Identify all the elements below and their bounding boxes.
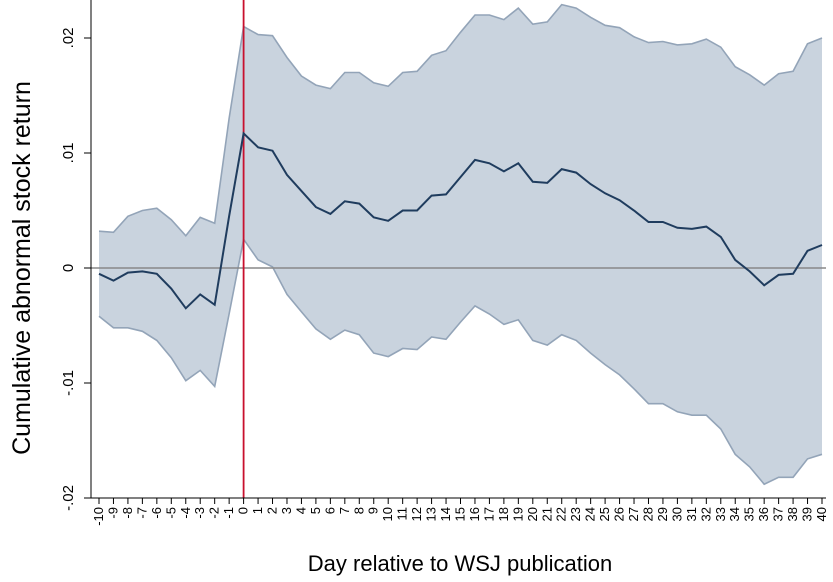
x-tick-label: 24 — [583, 507, 598, 521]
x-tick-label: 21 — [539, 507, 554, 521]
x-tick-label: 15 — [453, 507, 468, 521]
confidence-band — [99, 4, 822, 485]
x-tick-label: -3 — [192, 507, 207, 519]
x-tick-label: -2 — [207, 507, 222, 519]
x-tick-label: 11 — [395, 507, 410, 521]
x-tick-label: 31 — [684, 507, 699, 521]
x-tick-label: 36 — [756, 507, 771, 521]
x-tick-label: -4 — [178, 507, 193, 519]
upper-bound-line — [98, 3, 823, 238]
y-tick-label: .02 — [60, 28, 77, 49]
y-ticks: -.02 -.01 0 .01 .02 — [60, 28, 91, 511]
x-tick-label: -9 — [105, 507, 120, 519]
lower-bound-line — [98, 237, 823, 486]
x-tick-label: 29 — [655, 507, 670, 521]
x-tick-label: -8 — [120, 507, 135, 519]
x-tick-label: 23 — [568, 507, 583, 521]
x-tick-label: 4 — [293, 507, 308, 514]
x-tick-label: 39 — [800, 507, 815, 521]
x-tick-label: 26 — [612, 507, 627, 521]
x-tick-label: 3 — [279, 507, 294, 514]
x-tick-label: 35 — [742, 507, 757, 521]
x-tick-label: 33 — [713, 507, 728, 521]
x-tick-label: 28 — [640, 507, 655, 521]
x-tick-label: 10 — [380, 507, 395, 521]
x-tick-label: 12 — [409, 507, 424, 521]
x-tick-label: 2 — [265, 507, 280, 514]
x-tick-label: 20 — [525, 507, 540, 521]
x-tick-label: 7 — [337, 507, 352, 514]
x-tick-label: -1 — [221, 507, 236, 519]
x-tick-label: 9 — [366, 507, 381, 514]
x-tick-label: 5 — [308, 507, 323, 514]
x-tick-label: 37 — [771, 507, 786, 521]
y-axis-title: Cumulative abnormal stock return — [8, 81, 36, 455]
y-tick-label: -.02 — [60, 485, 77, 511]
x-tick-label: 27 — [626, 507, 641, 521]
x-tick-label: 13 — [424, 507, 439, 521]
x-tick-label: 22 — [554, 507, 569, 521]
x-tick-label: 30 — [669, 507, 684, 521]
x-tick-label: 1 — [250, 507, 265, 514]
x-ticks: -10 -9 -8 -7 -6 -5 -4 -3 -2 -1 0 1 2 3 4 5 6 7 8 9 10 11 12 13 1… — [91, 498, 829, 526]
x-tick-label: -6 — [149, 507, 164, 519]
x-tick-label: 6 — [322, 507, 337, 514]
y-tick-label: 0 — [60, 264, 77, 272]
x-tick-label: -10 — [91, 507, 106, 526]
x-tick-label: 40 — [814, 507, 829, 521]
y-tick-label: .01 — [60, 143, 77, 164]
x-tick-label: 8 — [351, 507, 366, 514]
x-tick-label: 16 — [467, 507, 482, 521]
x-tick-label: 25 — [597, 507, 612, 521]
x-tick-label: 17 — [481, 507, 496, 521]
axes — [90, 0, 826, 499]
x-tick-label: 38 — [785, 507, 800, 521]
x-tick-label: 14 — [438, 507, 453, 521]
x-tick-label: 34 — [727, 507, 742, 521]
plot-area — [91, 0, 826, 498]
x-tick-label: -7 — [134, 507, 149, 519]
x-tick-label: 0 — [236, 507, 251, 514]
y-tick-label: -.01 — [60, 370, 77, 396]
x-tick-label: 19 — [510, 507, 525, 521]
x-axis-title: Day relative to WSJ publication — [308, 551, 612, 576]
x-tick-label: -5 — [163, 507, 178, 519]
x-tick-label: 32 — [698, 507, 713, 521]
x-tick-label: 18 — [496, 507, 511, 521]
estimate-line — [98, 131, 823, 310]
